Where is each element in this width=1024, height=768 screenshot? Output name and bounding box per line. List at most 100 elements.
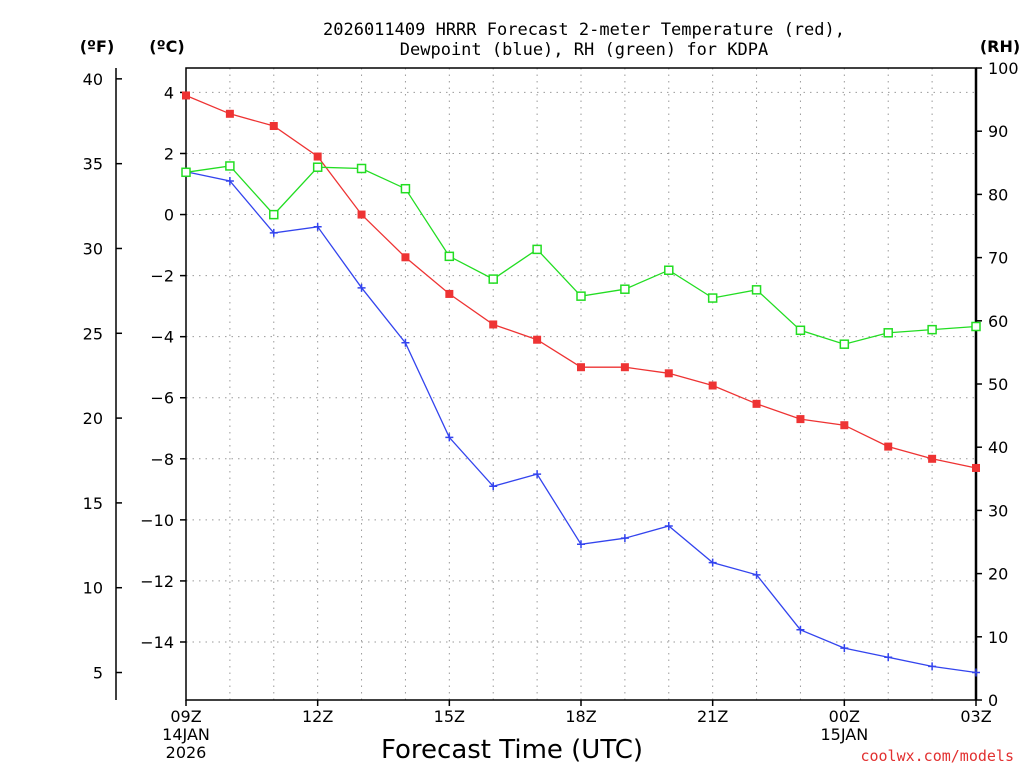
rh-point — [181, 167, 191, 178]
rh-point — [312, 162, 323, 172]
temperature-point — [489, 320, 498, 329]
temperature-point — [664, 369, 673, 378]
celsius-tick-label: 2 — [164, 144, 174, 163]
rh-point — [883, 328, 893, 338]
chart-title-line2: Dewpoint (blue), RH (green) for KDPA — [400, 40, 768, 60]
celsius-tick-label: −14 — [140, 633, 174, 652]
series-lines — [181, 91, 981, 677]
dewpoint-line — [185, 171, 977, 674]
rh-tick-label: 0 — [988, 691, 998, 710]
celsius-tick-label: −2 — [150, 267, 174, 286]
dewpoint-point — [884, 653, 893, 662]
celsius-tick-label: −12 — [140, 572, 174, 591]
celsius-tick-label: −4 — [150, 328, 174, 347]
x-tick-label: 18Z — [565, 707, 596, 726]
rh-point — [839, 339, 850, 349]
rh-point — [751, 285, 762, 295]
temperature-point — [445, 289, 454, 298]
x-tick-label: 12Z — [302, 707, 333, 726]
dewpoint-point — [489, 482, 498, 491]
rh-tick-label: 30 — [988, 501, 1008, 520]
chart-title-line1: 2026011409 HRRR Forecast 2-meter Tempera… — [323, 20, 845, 40]
rh-point — [269, 209, 279, 220]
rh-point — [620, 284, 630, 294]
rh-point — [488, 274, 498, 284]
celsius-tick-label: −8 — [150, 450, 174, 469]
rh-point — [664, 265, 674, 275]
dewpoint-point — [708, 558, 717, 567]
x-tick-label: 03Z — [960, 707, 991, 726]
temperature-point — [269, 122, 278, 131]
rh-point — [356, 163, 367, 174]
watermark: coolwx.com/models — [860, 747, 1014, 765]
x-tick-label: 00Z — [829, 707, 860, 726]
temperature-point — [928, 454, 937, 463]
temperature-point — [840, 421, 849, 430]
temperature-point — [225, 109, 234, 118]
celsius-tick-label: −10 — [140, 511, 174, 530]
temperature-point — [708, 381, 717, 390]
rh-point — [400, 183, 411, 194]
dewpoint-point — [796, 625, 805, 634]
dewpoint-point — [664, 521, 673, 530]
fahrenheit-tick-label: 25 — [83, 324, 103, 343]
rh-unit-label: (RH) — [980, 37, 1020, 56]
dewpoint-point — [225, 176, 234, 185]
fahrenheit-tick-label: 10 — [83, 579, 103, 598]
x-tick-label: 2026 — [166, 743, 207, 762]
temperature-point — [884, 442, 893, 451]
rh-point — [971, 321, 981, 332]
rh-point — [225, 161, 235, 171]
temperature-point — [972, 463, 980, 472]
dewpoint-point — [972, 668, 980, 677]
rh-point — [532, 244, 542, 255]
x-axis-title: Forecast Time (UTC) — [381, 735, 643, 765]
fahrenheit-unit-label: (ºF) — [80, 37, 115, 56]
fahrenheit-tick-label: 5 — [93, 664, 103, 683]
dewpoint-point — [357, 283, 366, 292]
rh-tick-label: 70 — [988, 249, 1008, 268]
grid-lines — [186, 68, 976, 700]
rh-point — [707, 293, 718, 303]
temperature-point — [313, 152, 322, 161]
celsius-unit-label: (ºC) — [149, 37, 184, 56]
dewpoint-point — [577, 540, 585, 549]
dewpoint-point — [620, 534, 629, 543]
celsius-tick-label: −6 — [150, 389, 174, 408]
dewpoint-point — [752, 570, 761, 579]
dewpoint-point — [840, 644, 849, 653]
temperature-line — [185, 94, 977, 469]
x-tick-label: 15Z — [434, 707, 465, 726]
fahrenheit-tick-label: 15 — [83, 494, 103, 513]
plot-frame — [185, 67, 977, 701]
fahrenheit-tick-label: 35 — [83, 155, 103, 174]
temperature-point — [620, 363, 629, 372]
temperature-point — [401, 253, 410, 262]
rh-tick-label: 10 — [988, 628, 1008, 647]
rh-tick-label: 90 — [988, 122, 1008, 141]
celsius-tick-label: 4 — [164, 83, 174, 102]
rh-tick-label: 80 — [988, 185, 1008, 204]
x-tick-label: 15JAN — [820, 725, 868, 744]
fahrenheit-tick-label: 30 — [83, 239, 103, 258]
temperature-point — [752, 399, 761, 408]
rh-tick-label: 40 — [988, 438, 1008, 457]
rh-tick-label: 20 — [988, 565, 1008, 584]
axis-ticks: 420−2−4−6−8−10−12−1440353025201510510090… — [83, 59, 1019, 710]
dewpoint-point — [269, 228, 278, 237]
rh-point — [576, 291, 586, 301]
dewpoint-point — [445, 433, 454, 442]
dewpoint-point — [401, 338, 410, 347]
celsius-tick-label: 0 — [164, 206, 174, 225]
temperature-point — [357, 210, 366, 219]
x-tick-label: 21Z — [697, 707, 728, 726]
x-tick-label: 09Z — [170, 707, 201, 726]
temperature-point — [182, 91, 190, 100]
rh-tick-label: 100 — [988, 59, 1019, 78]
rh-point — [927, 324, 937, 335]
dewpoint-point — [928, 662, 937, 671]
rh-point — [444, 251, 455, 262]
fahrenheit-tick-label: 40 — [83, 70, 103, 89]
